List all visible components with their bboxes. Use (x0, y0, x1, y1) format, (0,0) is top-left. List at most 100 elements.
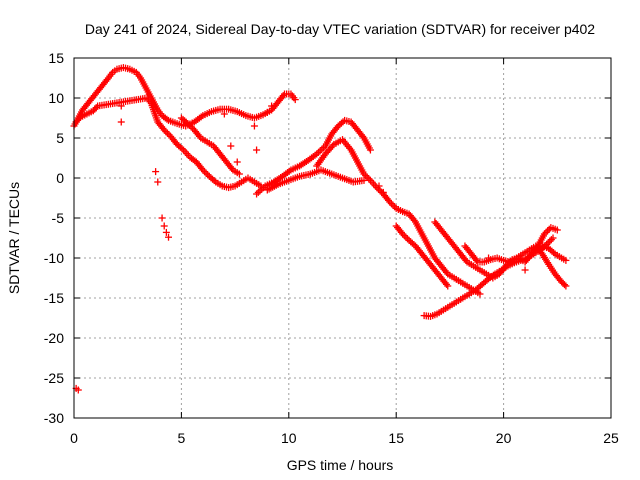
data-point (184, 120, 192, 128)
data-point (227, 142, 235, 150)
data-point (256, 187, 264, 195)
x-tick-label: 20 (496, 430, 512, 446)
data-point (263, 108, 271, 116)
data-point (387, 200, 395, 208)
data-point (200, 168, 208, 176)
data-point (92, 104, 100, 112)
x-axis-label: GPS time / hours (287, 457, 394, 473)
data-point (360, 170, 368, 178)
y-tick-label: -15 (44, 290, 64, 306)
data-point (476, 290, 484, 298)
data-point (162, 128, 170, 136)
data-point (403, 235, 411, 243)
data-point (399, 230, 407, 238)
data-point (253, 190, 261, 198)
gridlines (74, 58, 611, 418)
data-point (400, 232, 408, 240)
data-point (544, 227, 552, 235)
data-point (444, 282, 452, 290)
data-point (185, 121, 193, 129)
data-point (542, 228, 550, 236)
y-tick-label: 10 (48, 90, 64, 106)
data-point (160, 126, 168, 134)
data-point (162, 228, 170, 236)
x-tick-label: 0 (70, 430, 78, 446)
data-point (158, 214, 166, 222)
data-point (152, 168, 160, 176)
data-point (386, 198, 394, 206)
data-point (485, 254, 493, 262)
y-tick-label: -10 (44, 250, 64, 266)
y-tick-label: -30 (44, 410, 64, 426)
data-point (187, 123, 195, 131)
data-point (163, 115, 171, 123)
data-point (117, 118, 125, 126)
data-point (549, 234, 557, 242)
data-point (220, 110, 228, 118)
data-point (268, 102, 276, 110)
data-point (550, 249, 558, 257)
x-tick-label: 10 (281, 430, 297, 446)
data-point (553, 226, 561, 234)
data-point (160, 222, 168, 230)
data-point (204, 171, 212, 179)
data-point (562, 282, 570, 290)
data-point (545, 225, 553, 233)
data-points (70, 64, 570, 394)
data-point (210, 177, 218, 185)
data-point (402, 233, 410, 241)
data-point (389, 201, 397, 209)
data-point (74, 386, 82, 394)
data-point (250, 122, 258, 130)
data-point (253, 146, 261, 154)
data-point (366, 146, 374, 154)
plot-frame (73, 57, 612, 419)
x-tick-label: 15 (388, 430, 404, 446)
data-point (202, 169, 210, 177)
data-point (279, 92, 287, 100)
data-point (178, 145, 186, 153)
x-tick-label: 25 (603, 430, 619, 446)
data-point (165, 233, 173, 241)
data-point (410, 216, 418, 224)
data-point (521, 266, 529, 274)
data-point (546, 237, 554, 245)
data-point (182, 118, 190, 126)
y-axis-label: SDTVAR / TECUs (6, 182, 22, 294)
data-point (328, 142, 336, 150)
data-point (540, 230, 548, 238)
data-point (547, 236, 555, 244)
data-point (254, 188, 262, 196)
data-point (163, 129, 171, 137)
y-tick-label: -20 (44, 330, 64, 346)
data-point (291, 96, 299, 104)
data-point (359, 132, 367, 140)
y-tick-label: -5 (52, 210, 65, 226)
data-point (199, 166, 207, 174)
data-point (473, 256, 481, 264)
data-point (235, 170, 243, 178)
data-point (376, 187, 384, 195)
data-point (318, 145, 326, 153)
y-tick-label: -25 (44, 370, 64, 386)
data-point (75, 115, 83, 123)
data-point (233, 158, 241, 166)
data-point (339, 118, 347, 126)
y-tick-label: 5 (56, 130, 64, 146)
data-point (360, 176, 368, 184)
data-point (362, 172, 370, 180)
x-tick-label: 5 (178, 430, 186, 446)
data-point (442, 280, 450, 288)
data-point (562, 256, 570, 264)
data-point (154, 178, 162, 186)
data-point (560, 281, 568, 289)
data-point (365, 175, 373, 183)
data-point (316, 147, 324, 155)
y-tick-label: 0 (56, 170, 64, 186)
data-point (117, 102, 125, 110)
data-point (379, 188, 387, 196)
data-point (363, 173, 371, 181)
y-tick-label: 15 (48, 50, 64, 66)
chart-title: Day 241 of 2024, Sidereal Day-to-day VTE… (85, 21, 595, 37)
